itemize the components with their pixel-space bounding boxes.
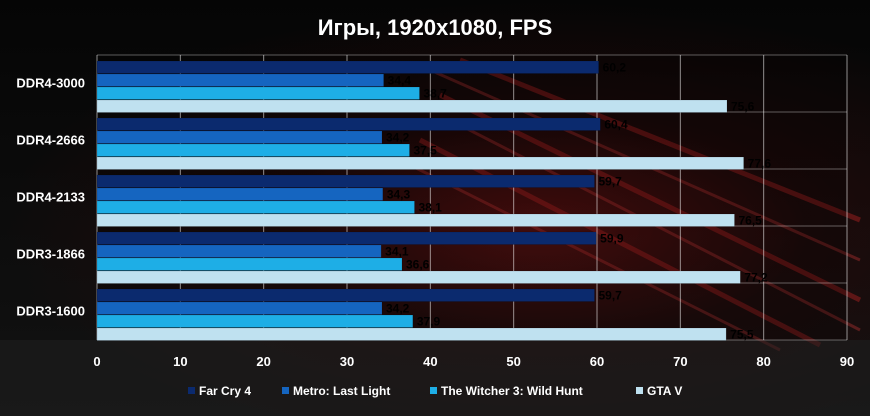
legend: Far Cry 4 Metro: Last Light The Witcher 3:… [188, 384, 682, 398]
decor-stripe [409, 163, 781, 352]
bar-metro-last-light-ddr3-1600 [96, 301, 383, 315]
bar-the-witcher-3-wild-hunt-ddr3-1600 [96, 314, 414, 328]
value-label: 59,7 [599, 289, 623, 303]
decor-stripe [459, 57, 861, 223]
bars [96, 60, 744, 341]
value-label: 60,4 [604, 118, 628, 132]
x-tick-label: 80 [756, 354, 770, 369]
x-tick-label: 40 [423, 354, 437, 369]
legend-swatch [430, 387, 437, 394]
legend-label: The Witcher 3: Wild Hunt [441, 384, 583, 398]
value-label: 34,1 [385, 245, 409, 259]
legend-label: Metro: Last Light [293, 384, 390, 398]
x-tick-label: 50 [506, 354, 520, 369]
value-label: 34,2 [386, 131, 410, 145]
value-label: 75,6 [731, 100, 755, 114]
bar-gta-v-ddr4-2133 [96, 213, 735, 227]
legend-swatch [282, 387, 289, 394]
value-label: 34,2 [386, 302, 410, 316]
x-tick-label: 10 [173, 354, 187, 369]
x-tick-label: 0 [93, 354, 100, 369]
category-label: DDR4-2133 [16, 190, 85, 205]
decor-bottom-board [0, 340, 870, 416]
value-label: 59,9 [600, 232, 624, 246]
value-label: 59,7 [599, 175, 623, 189]
value-label: 60,2 [603, 61, 627, 75]
value-label: 38,1 [419, 201, 443, 215]
value-label: 77,2 [744, 271, 768, 285]
bar-the-witcher-3-wild-hunt-ddr4-3000 [96, 86, 420, 100]
value-label: 77,6 [748, 157, 772, 171]
category-labels: DDR4-3000 DDR4-2666 DDR4-2133 DDR3-1866 DDR3… [16, 76, 85, 319]
bar-the-witcher-3-wild-hunt-ddr3-1866 [96, 257, 403, 271]
bar-far-cry-4-ddr4-2666 [96, 117, 601, 131]
value-label: 37,9 [417, 315, 441, 329]
background-decoration [0, 57, 870, 416]
bar-gta-v-ddr4-3000 [96, 99, 728, 113]
bar-metro-last-light-ddr4-3000 [96, 73, 384, 87]
bar-far-cry-4-ddr3-1866 [96, 231, 597, 245]
bar-far-cry-4-ddr4-3000 [96, 60, 599, 74]
x-tick-label: 70 [673, 354, 687, 369]
bar-gta-v-ddr4-2666 [96, 156, 744, 170]
legend-swatch [188, 387, 195, 394]
category-label: DDR3-1866 [16, 247, 85, 262]
value-label: 37,5 [414, 144, 438, 158]
value-label: 76,5 [739, 214, 763, 228]
category-label: DDR4-3000 [16, 76, 85, 91]
decor-stripe [418, 137, 822, 348]
value-label: 34,3 [387, 188, 411, 202]
bar-gta-v-ddr3-1866 [96, 270, 741, 284]
value-label: 34,4 [388, 74, 412, 88]
x-tick-label: 20 [256, 354, 270, 369]
legend-label: GTA V [647, 384, 682, 398]
x-tick-label: 30 [340, 354, 354, 369]
bar-far-cry-4-ddr3-1600 [96, 288, 595, 302]
value-label: 75,5 [730, 328, 754, 342]
bar-the-witcher-3-wild-hunt-ddr4-2133 [96, 200, 415, 214]
x-tick-label: 60 [590, 354, 604, 369]
bar-metro-last-light-ddr3-1866 [96, 244, 382, 258]
category-label: DDR4-2666 [16, 133, 85, 148]
bar-far-cry-4-ddr4-2133 [96, 174, 595, 188]
bar-gta-v-ddr3-1600 [96, 327, 727, 341]
chart-title: Игры, 1920x1080, FPS [318, 15, 553, 40]
value-label: 38,7 [424, 87, 448, 101]
legend-label: Far Cry 4 [199, 384, 251, 398]
data-labels: 60,2 34,4 38,7 75,6 60,4 34,2 37,5 77,6 59,7 34,3… [385, 61, 771, 342]
x-tick-label: 90 [840, 354, 854, 369]
bar-metro-last-light-ddr4-2133 [96, 187, 384, 201]
bar-metro-last-light-ddr4-2666 [96, 130, 383, 144]
legend-swatch [636, 387, 643, 394]
value-label: 36,6 [406, 258, 430, 272]
category-label: DDR3-1600 [16, 304, 85, 319]
bar-the-witcher-3-wild-hunt-ddr4-2666 [96, 143, 410, 157]
x-axis-ticks: 0 10 20 30 40 50 60 70 80 90 [93, 354, 854, 369]
